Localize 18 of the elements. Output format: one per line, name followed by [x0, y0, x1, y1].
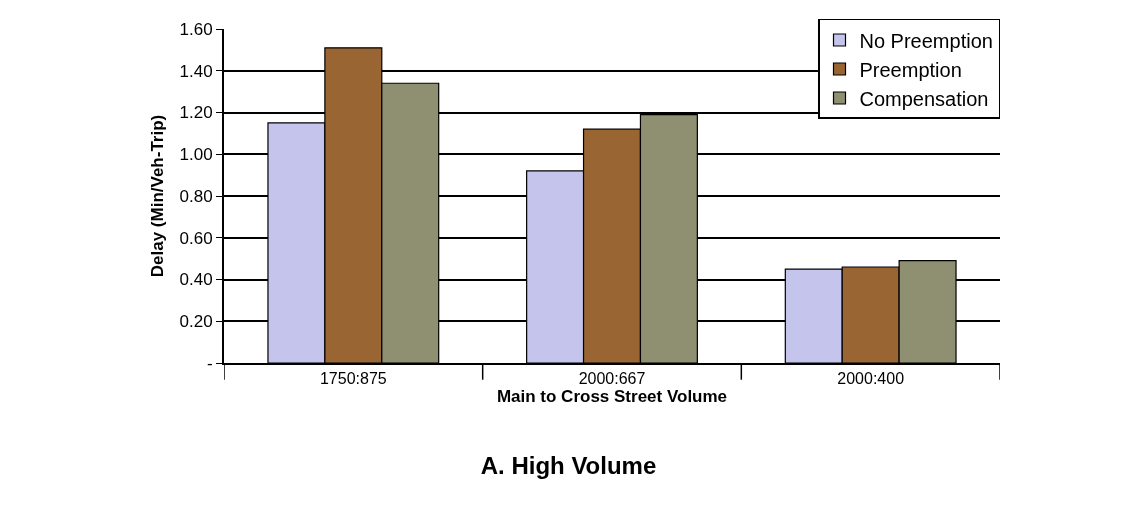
x-axis-title: Main to Cross Street Volume — [496, 387, 728, 407]
legend-label: Compensation — [859, 87, 989, 110]
y-tick-label: 0.80 — [179, 186, 213, 206]
x-tick-label: 2000:400 — [837, 370, 905, 388]
x-tick-label: 2000:667 — [578, 370, 646, 388]
legend-label: Preemption — [859, 58, 962, 81]
y-tick-label: 0.40 — [179, 270, 213, 290]
y-tick-label: 1.20 — [179, 103, 213, 123]
y-tick-label: - — [206, 353, 213, 373]
y-tick-label: 0.20 — [179, 312, 213, 332]
y-tick-label: 0.60 — [179, 228, 213, 248]
x-tick-label: 1750:875 — [319, 370, 387, 388]
text: A. High Volume — [480, 452, 657, 480]
legend-label: No Preemption — [859, 29, 993, 52]
y-axis-title: Delay (Min/Veh-Trip) — [147, 114, 167, 278]
y-tick-label: 1.00 — [179, 145, 213, 165]
y-tick-label: 1.60 — [179, 19, 213, 39]
y-tick-label: 1.40 — [179, 61, 213, 81]
